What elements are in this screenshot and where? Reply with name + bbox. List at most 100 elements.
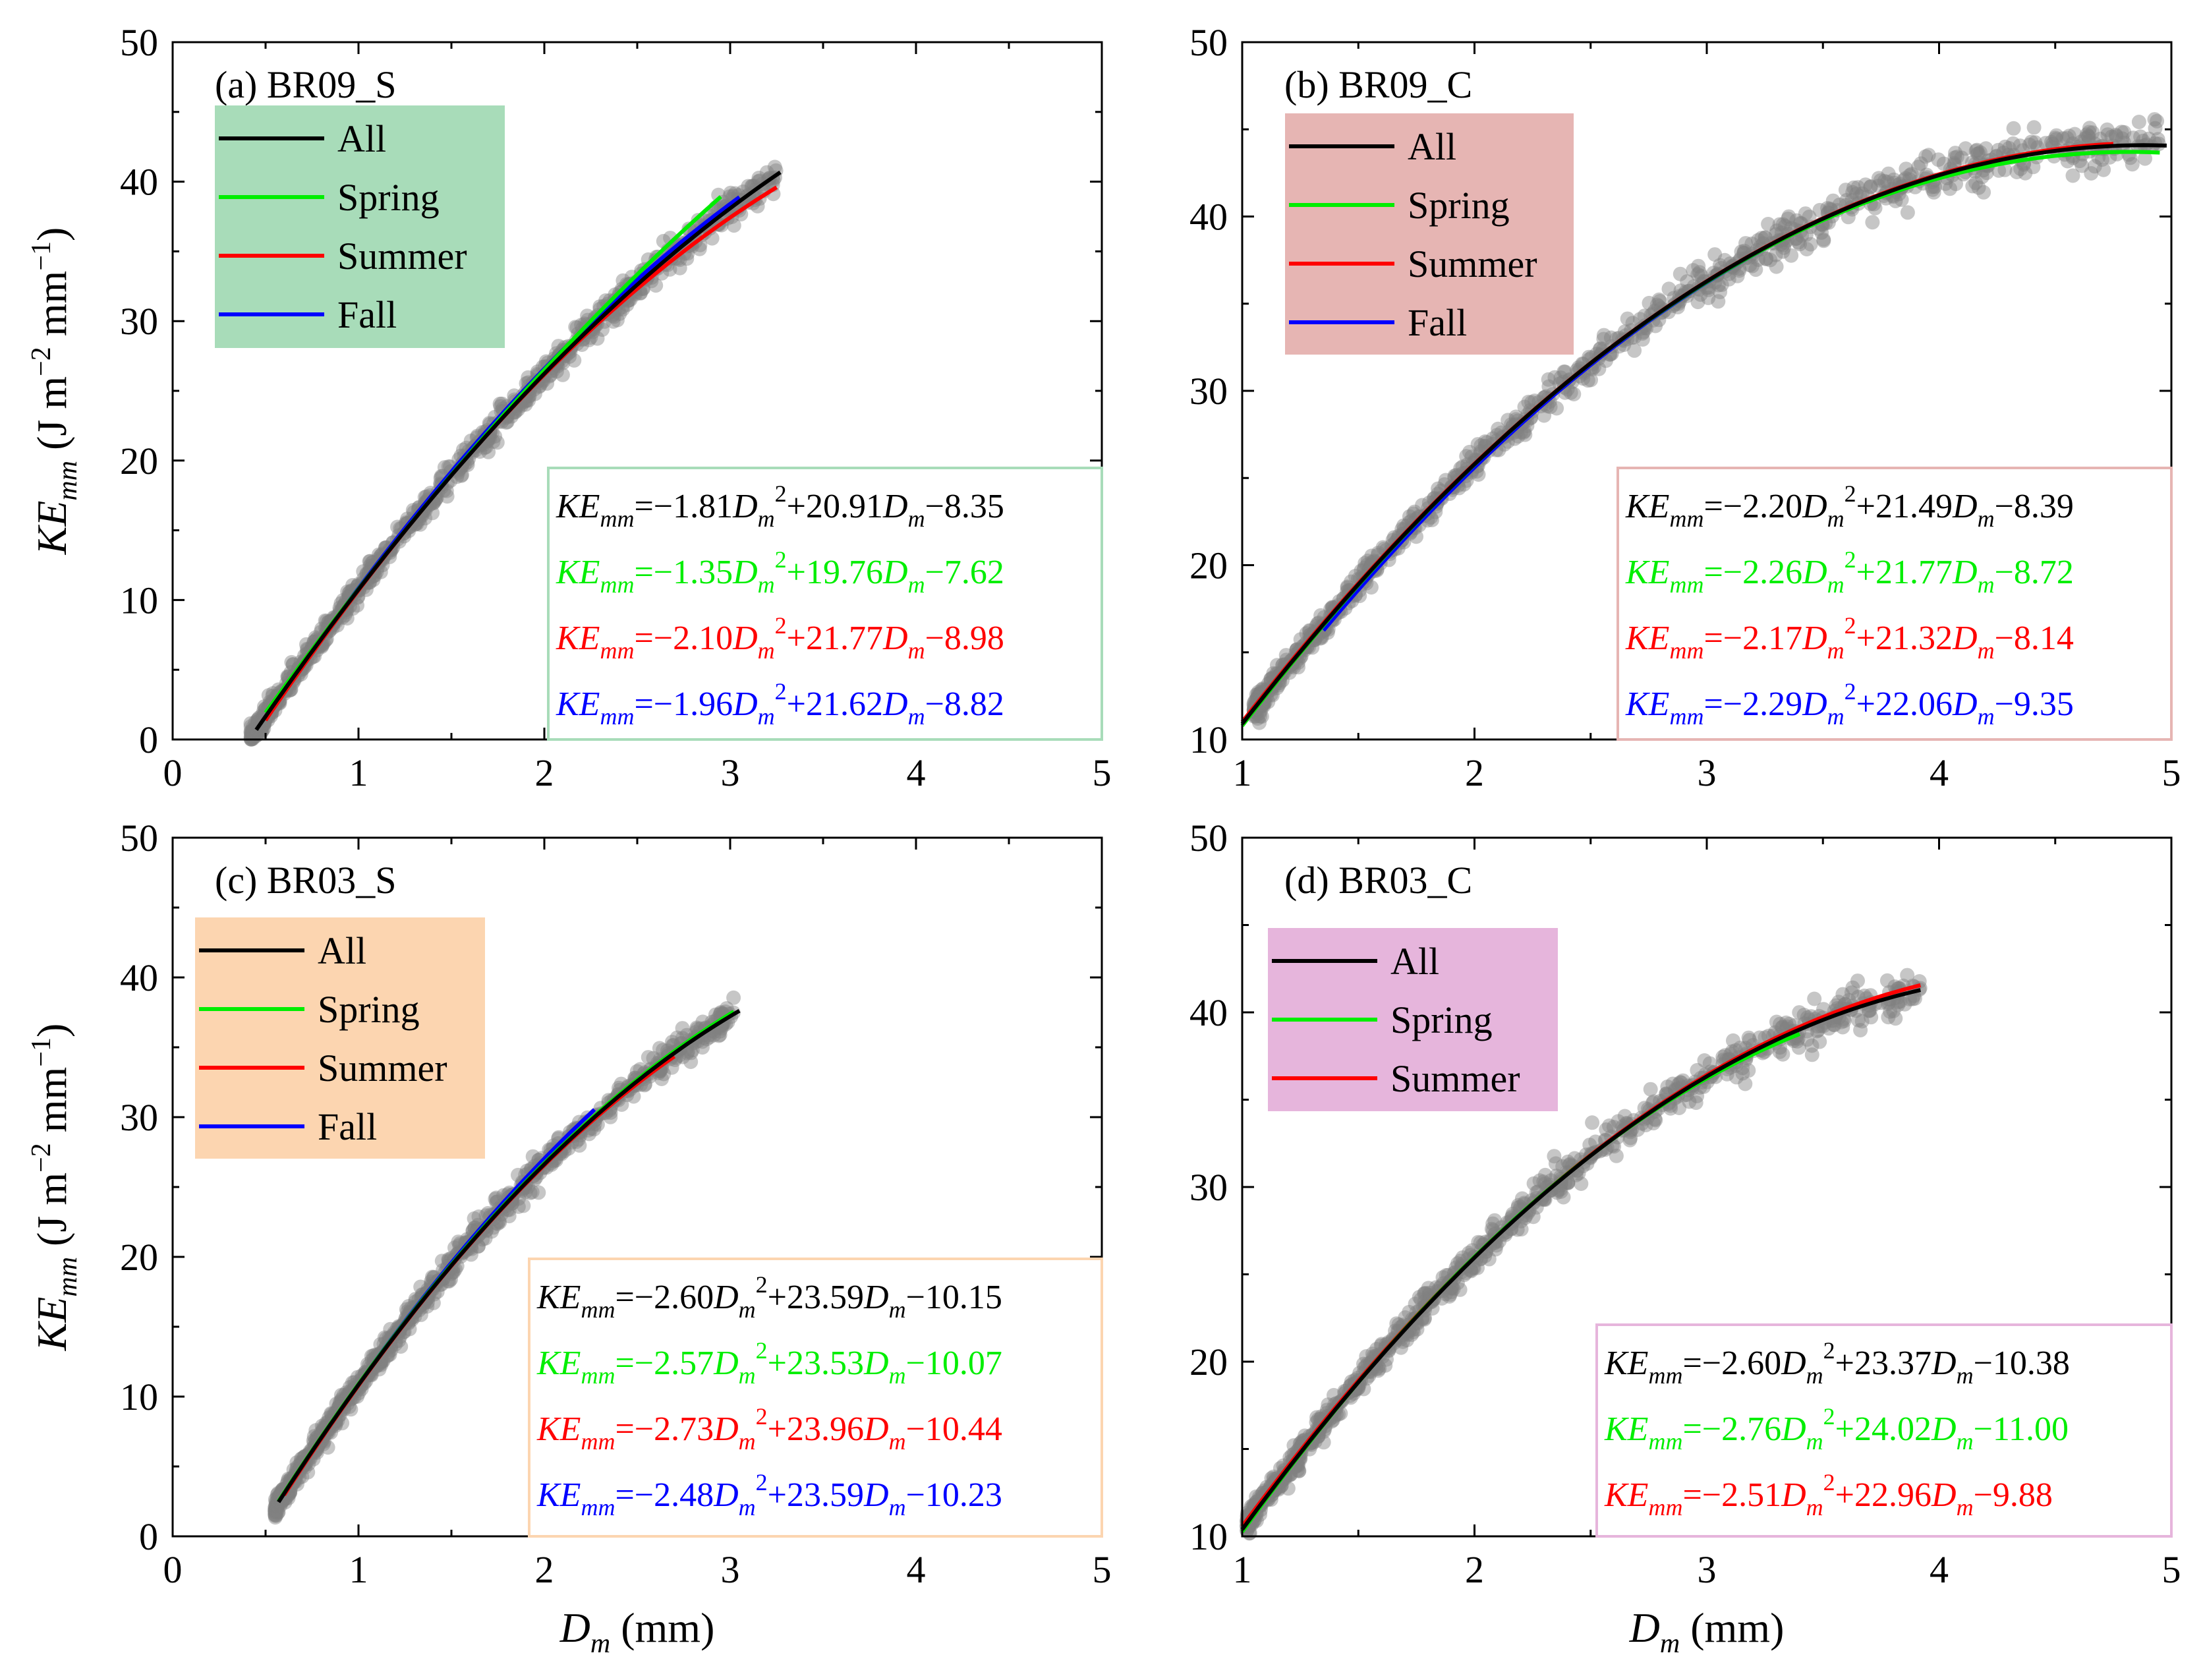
y-tick-label: 50 — [120, 817, 158, 859]
xlabel-d: D — [559, 1604, 590, 1651]
eq-ke: KE — [1604, 1410, 1648, 1448]
scatter-point — [1871, 171, 1886, 186]
scatter-point — [1947, 150, 1962, 165]
scatter-point — [2115, 131, 2130, 146]
eq-d: D — [882, 685, 908, 723]
scatter-point — [443, 1272, 458, 1287]
x-tick-label: 4 — [1930, 1548, 1949, 1591]
eq-sub: mm — [1648, 1362, 1682, 1389]
eq-d: D — [1931, 1410, 1957, 1448]
scatter-point — [692, 241, 707, 256]
eq-ke: KE — [1625, 554, 1669, 591]
eq-sup: 2 — [1823, 1403, 1835, 1430]
scatter-point — [695, 1014, 710, 1029]
eq-sub: mm — [581, 1428, 615, 1455]
eq-coef-b: +23.96 — [768, 1410, 864, 1448]
scatter-point — [1516, 425, 1531, 440]
scatter-point — [767, 159, 782, 175]
eq-coef-c: −8.72 — [1995, 554, 2074, 591]
scatter-point — [2018, 165, 2033, 181]
scatter-point — [1459, 449, 1474, 464]
scatter-point — [333, 1387, 349, 1403]
scatter-point — [711, 187, 726, 202]
scatter-point — [652, 1041, 667, 1056]
scatter-point — [268, 1499, 283, 1514]
scatter-point — [1292, 1463, 1307, 1478]
scatter-point — [1462, 444, 1477, 459]
scatter-point — [2125, 157, 2140, 172]
equation-box — [528, 1258, 1103, 1538]
eq-d-sub: m — [1957, 1494, 1974, 1521]
scatter-point — [664, 1060, 679, 1075]
scatter-point — [362, 554, 378, 569]
eq-d-sub: m — [1827, 506, 1845, 532]
scatter-point — [1602, 1118, 1616, 1133]
eq-ke: KE — [536, 1279, 581, 1316]
scatter-point — [2147, 112, 2162, 127]
eq-coef-b: +21.49 — [1856, 488, 1953, 525]
scatter-point — [641, 252, 656, 267]
scatter-point — [1891, 997, 1906, 1012]
scatter-point — [1777, 219, 1792, 233]
scatter-point — [1947, 156, 1962, 171]
scatter-point — [1971, 146, 1986, 161]
fit-line-all — [1240, 143, 2167, 726]
legend-background — [215, 105, 505, 348]
equation-summer: KEmm=−2.17Dm2+21.32Dm−8.14 — [1625, 612, 2074, 664]
scatter-point — [1580, 373, 1595, 388]
eq-d: D — [1802, 685, 1827, 723]
eq-coef-a: =−1.81 — [634, 488, 733, 525]
eq-coef-b: +24.02 — [1835, 1410, 1931, 1448]
scatter-point — [1742, 258, 1758, 273]
scatter-point — [2060, 154, 2075, 169]
scatter-point — [1752, 1030, 1767, 1045]
scatter-point — [1537, 408, 1552, 423]
scatter-point — [1759, 251, 1774, 266]
eq-d: D — [1802, 554, 1827, 591]
scatter-point — [1574, 1176, 1589, 1191]
eq-coef-a: =−2.26 — [1703, 554, 1802, 591]
equation-spring: KEmm=−2.26Dm2+21.77Dm−8.72 — [1625, 546, 2074, 598]
eq-d-sub: m — [1827, 637, 1845, 664]
scatter-point — [1701, 282, 1716, 297]
y-axis-label: KEmm (J m−2 mm−1) — [26, 227, 83, 556]
scatter-point — [751, 171, 766, 185]
eq-d: D — [713, 1345, 739, 1382]
y-tick-label: 10 — [1189, 1515, 1228, 1558]
scatter-point — [1643, 1082, 1658, 1097]
scatter-point — [1888, 1011, 1903, 1026]
eq-sup: 2 — [1845, 612, 1856, 639]
scatter-point — [1812, 1034, 1827, 1049]
scatter-point — [268, 1504, 283, 1519]
scatter-point — [1547, 370, 1562, 385]
scatter-point — [1850, 973, 1865, 989]
scatter-point — [1620, 311, 1635, 326]
scatter-point — [2141, 131, 2156, 146]
scatter-point — [1925, 179, 1939, 194]
eq-coef-a: =−2.29 — [1703, 685, 1802, 723]
scatter-point — [1693, 287, 1708, 302]
scatter-point — [1844, 985, 1859, 1000]
equation-spring: KEmm=−2.57Dm2+23.53Dm−10.07 — [536, 1337, 1002, 1389]
scatter-point — [1775, 244, 1790, 259]
eq-d-sub: m — [889, 1362, 906, 1389]
scatter-point — [440, 489, 455, 504]
scatter-point — [2114, 125, 2129, 140]
scatter-point — [1270, 658, 1284, 673]
scatter-point — [1556, 1190, 1571, 1205]
scatter-point — [1611, 1114, 1626, 1129]
eq-d-sub: m — [1978, 703, 1995, 730]
scatter-point — [2061, 129, 2076, 144]
scatter-point — [1725, 1044, 1740, 1059]
legend-label-summer: Summer — [1390, 1057, 1520, 1100]
eq-d-sub: m — [739, 1494, 756, 1521]
scatter-point — [2059, 130, 2074, 146]
scatter-point — [1997, 139, 2013, 154]
scatter-point — [2049, 128, 2064, 143]
scatter-point — [1404, 1327, 1419, 1343]
eq-coef-c: −8.35 — [925, 488, 1004, 525]
scatter-point — [484, 1224, 499, 1239]
eq-d: D — [863, 1410, 889, 1448]
eq-ke: KE — [1604, 1345, 1648, 1382]
scatter-point — [2100, 127, 2115, 142]
